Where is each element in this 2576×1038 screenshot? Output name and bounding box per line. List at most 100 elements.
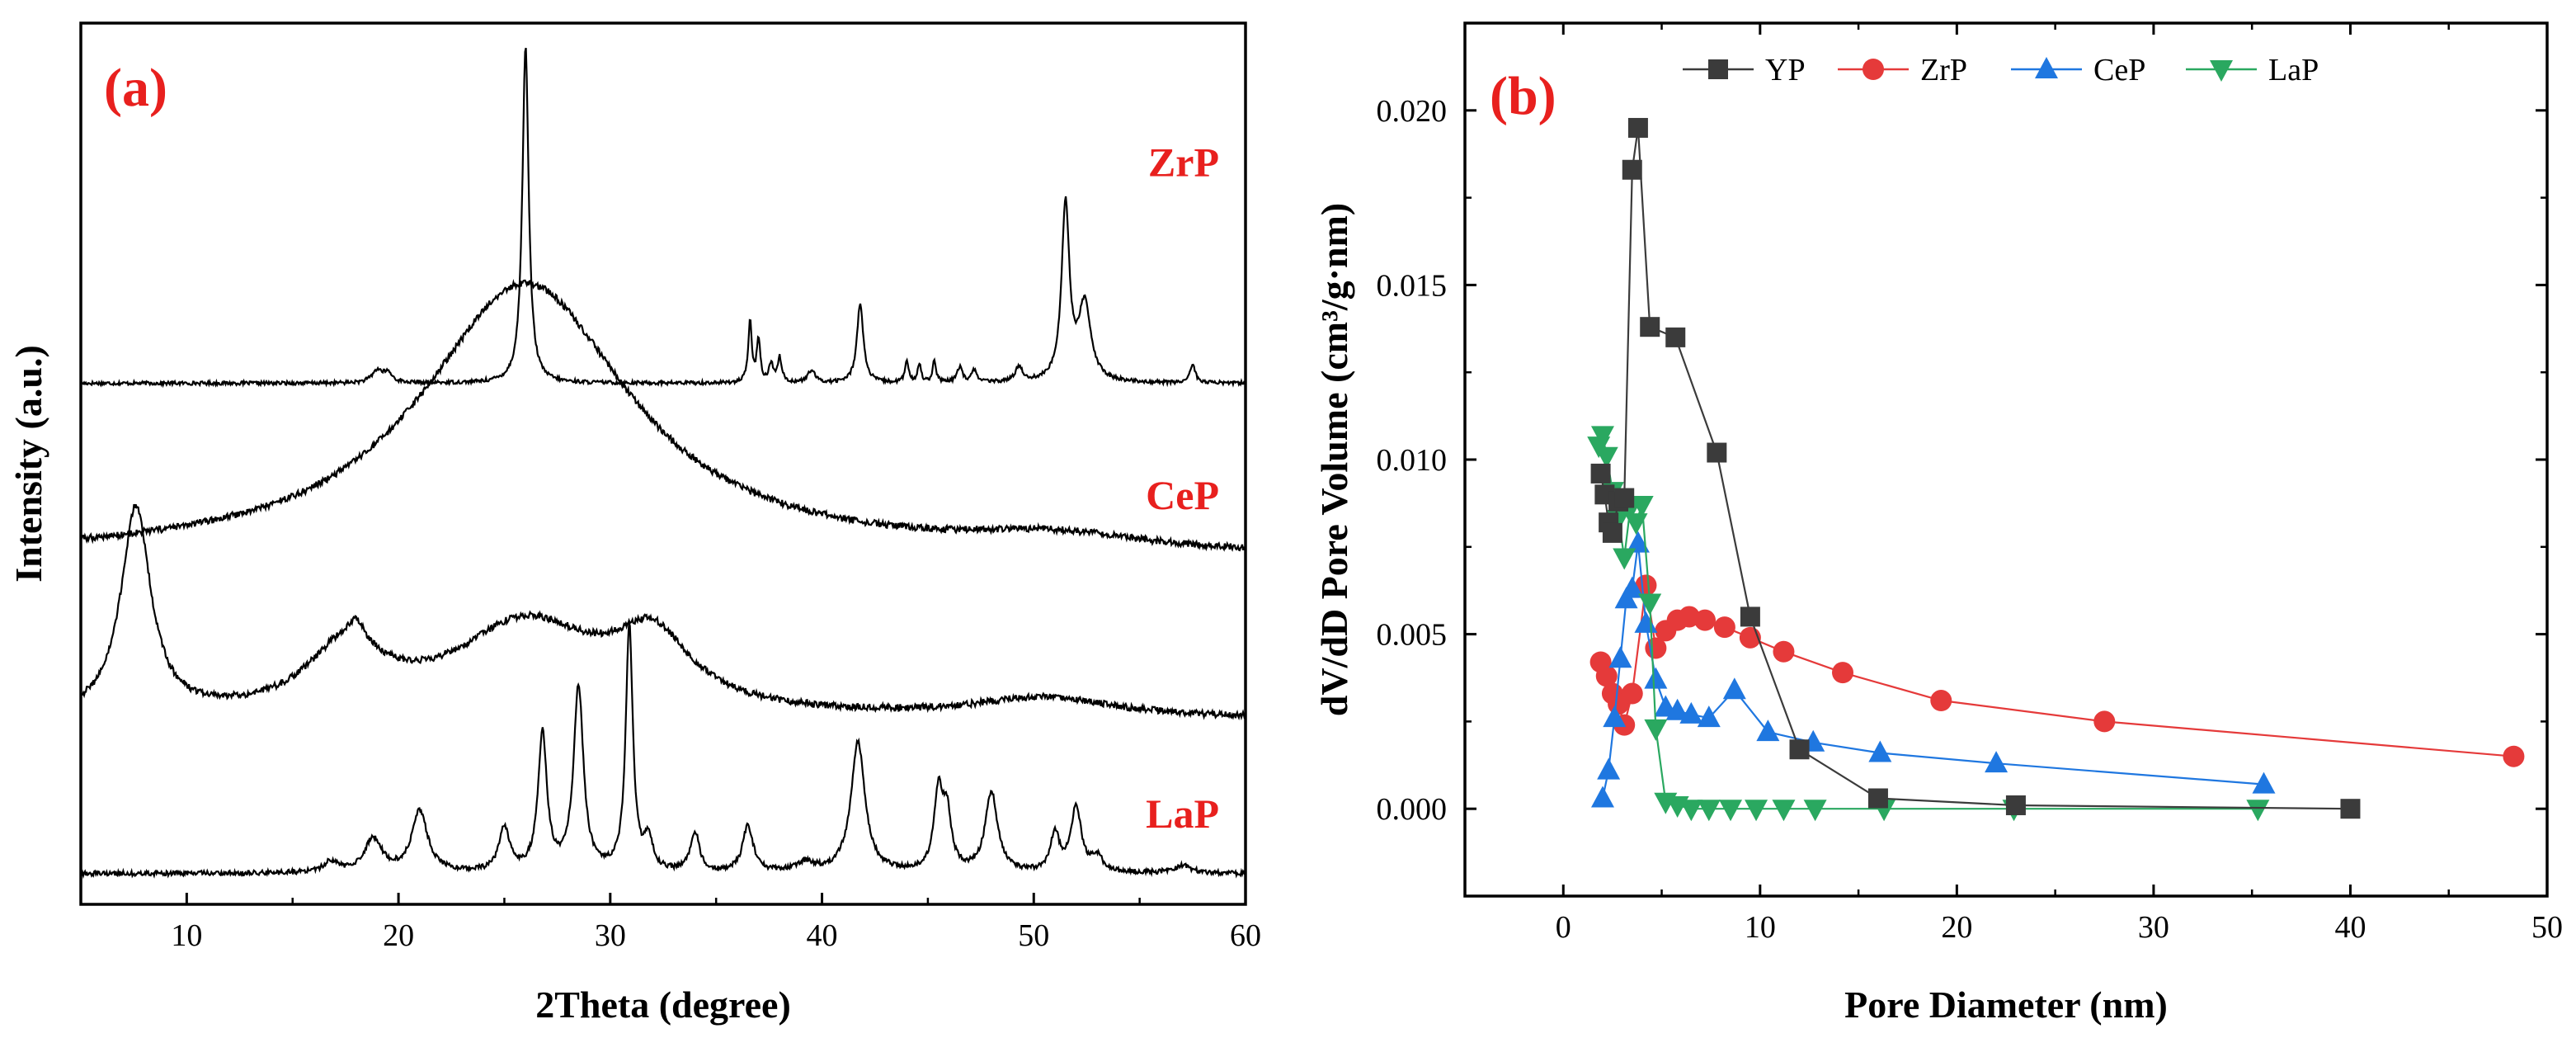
data-point-cep (1665, 698, 1689, 720)
data-point-yp (2340, 799, 2361, 819)
data-point-zrp (1832, 662, 1854, 684)
panel-b-x-axis-title: Pore Diameter (nm) (1844, 984, 2168, 1026)
xrd-traces (79, 47, 1247, 880)
panel-b-x-tick-label: 20 (1941, 910, 1972, 945)
panel-b-y-tick-label: 0.020 (1377, 94, 1448, 129)
xrd-trace-lap (80, 621, 1246, 880)
legend-marker-zrp (1863, 59, 1884, 80)
panel-a-x-axis: 10 20 30 40 50 60 (79, 893, 1261, 953)
data-point-yp (1707, 442, 1727, 463)
data-point-cep (1679, 701, 1703, 724)
trace-label-zrp: ZrP (1148, 139, 1219, 186)
data-point-lap (1719, 800, 1743, 822)
legend: YP ZrP CeP LaP (1683, 53, 2319, 87)
data-point-cep (1644, 667, 1668, 689)
data-point-zrp (1930, 690, 1952, 712)
data-point-cep (1722, 677, 1746, 700)
data-point-cep (1620, 576, 1644, 598)
panel-b-x-tick-label: 30 (2138, 910, 2169, 945)
panel-a-x-axis-title: 2Theta (degree) (535, 984, 791, 1026)
data-point-zrp (1713, 616, 1735, 639)
pore-series (1587, 117, 2525, 822)
legend-marker-cep (2035, 57, 2058, 78)
data-point-yp (2005, 795, 2026, 815)
data-point-zrp (2093, 710, 2116, 733)
trace-label-cep: CeP (1146, 472, 1219, 518)
legend-marker-yp (1708, 59, 1728, 79)
trace-label-lap: LaP (1146, 790, 1219, 837)
data-point-zrp (1621, 682, 1643, 705)
data-point-cep (1697, 705, 1721, 728)
data-point-lap (1745, 800, 1768, 822)
data-point-cep (1603, 705, 1627, 728)
panel-b-y-tick-label: 0.000 (1377, 792, 1448, 827)
data-point-yp (1789, 739, 1810, 760)
data-point-cep (2252, 771, 2276, 794)
data-point-yp (1665, 327, 1686, 347)
data-point-lap (1630, 496, 1654, 518)
data-point-cep (1626, 531, 1650, 553)
panel-b-y-axis-title: dV/dD Pore Volume (cm³/g·nm) (1313, 203, 1355, 716)
panel-b-axes: 0 10 20 30 40 50 0.000 0.005 0.010 0.015 0.020 (1377, 23, 2563, 945)
data-point-cep (1985, 751, 2009, 773)
data-point-yp (1602, 522, 1622, 543)
data-point-zrp (1773, 640, 1795, 663)
panel-a-x-tick-label: 60 (1230, 918, 1261, 953)
data-point-zrp (1694, 609, 1717, 631)
legend-label: LaP (2268, 53, 2319, 87)
legend-label: ZrP (1920, 53, 1967, 87)
panel-b-x-tick-label: 40 (2334, 910, 2366, 945)
data-point-yp (1614, 488, 1635, 508)
data-point-lap (1594, 446, 1618, 469)
pore-distribution-panel: 0 10 20 30 40 50 0.000 0.005 0.010 0.015 0.020 Por… (1313, 21, 2563, 1026)
panel-b-x-tick-label: 0 (1556, 910, 1571, 945)
data-point-lap (1590, 426, 1614, 448)
panel-b-x-tick-label: 50 (2531, 910, 2563, 945)
data-point-cep (1590, 786, 1614, 808)
data-point-lap (2246, 800, 2270, 822)
data-point-yp (1867, 788, 1888, 809)
data-point-yp (1590, 463, 1611, 484)
xrd-trace-zrp (79, 279, 1247, 552)
data-point-cep (1756, 720, 1780, 742)
panel-b-y-tick-label: 0.005 (1377, 618, 1448, 653)
legend-marker-lap (2210, 60, 2233, 82)
panel-b-label: (b) (1490, 66, 1556, 126)
panel-a-x-tick-label: 30 (595, 918, 626, 953)
data-point-lap (1644, 719, 1668, 741)
data-point-yp (1740, 606, 1760, 627)
data-point-zrp (1595, 665, 1618, 687)
data-point-lap (1638, 593, 1662, 616)
data-point-lap (1613, 548, 1636, 570)
data-point-cep (1597, 757, 1621, 780)
panel-b-y-tick-label: 0.015 (1377, 268, 1448, 303)
panel-b-x-tick-label: 10 (1745, 910, 1776, 945)
panel-a-x-tick-label: 40 (807, 918, 838, 953)
data-point-yp (1622, 159, 1642, 180)
panel-a-y-axis-title: Intensity (a.u.) (7, 345, 49, 583)
data-point-zrp (2503, 745, 2525, 767)
panel-a-x-tick-label: 50 (1018, 918, 1049, 953)
data-point-lap (1697, 800, 1721, 822)
data-point-lap (1803, 800, 1827, 822)
xrd-panel: 10 20 30 40 50 60 2Theta (degree) Intensity (… (7, 21, 1261, 1026)
legend-item-yp: YP (1683, 53, 1806, 87)
data-point-lap (1624, 513, 1648, 536)
xrd-trace-yp (79, 47, 1246, 389)
panel-a-x-tick-label: 20 (383, 918, 414, 953)
panel-a-label: (a) (104, 58, 167, 118)
legend-item-lap: LaP (2186, 53, 2319, 87)
panel-a-frame (79, 21, 1247, 906)
series-yp (1590, 117, 2361, 819)
legend-label: CeP (2093, 53, 2145, 87)
data-point-cep (1868, 740, 1892, 762)
data-point-yp (1640, 317, 1660, 337)
data-point-yp (1627, 117, 1648, 138)
data-point-lap (1772, 800, 1796, 822)
legend-item-cep: CeP (2011, 53, 2145, 87)
data-point-cep (1608, 646, 1632, 668)
panel-b-y-tick-label: 0.010 (1377, 443, 1448, 478)
